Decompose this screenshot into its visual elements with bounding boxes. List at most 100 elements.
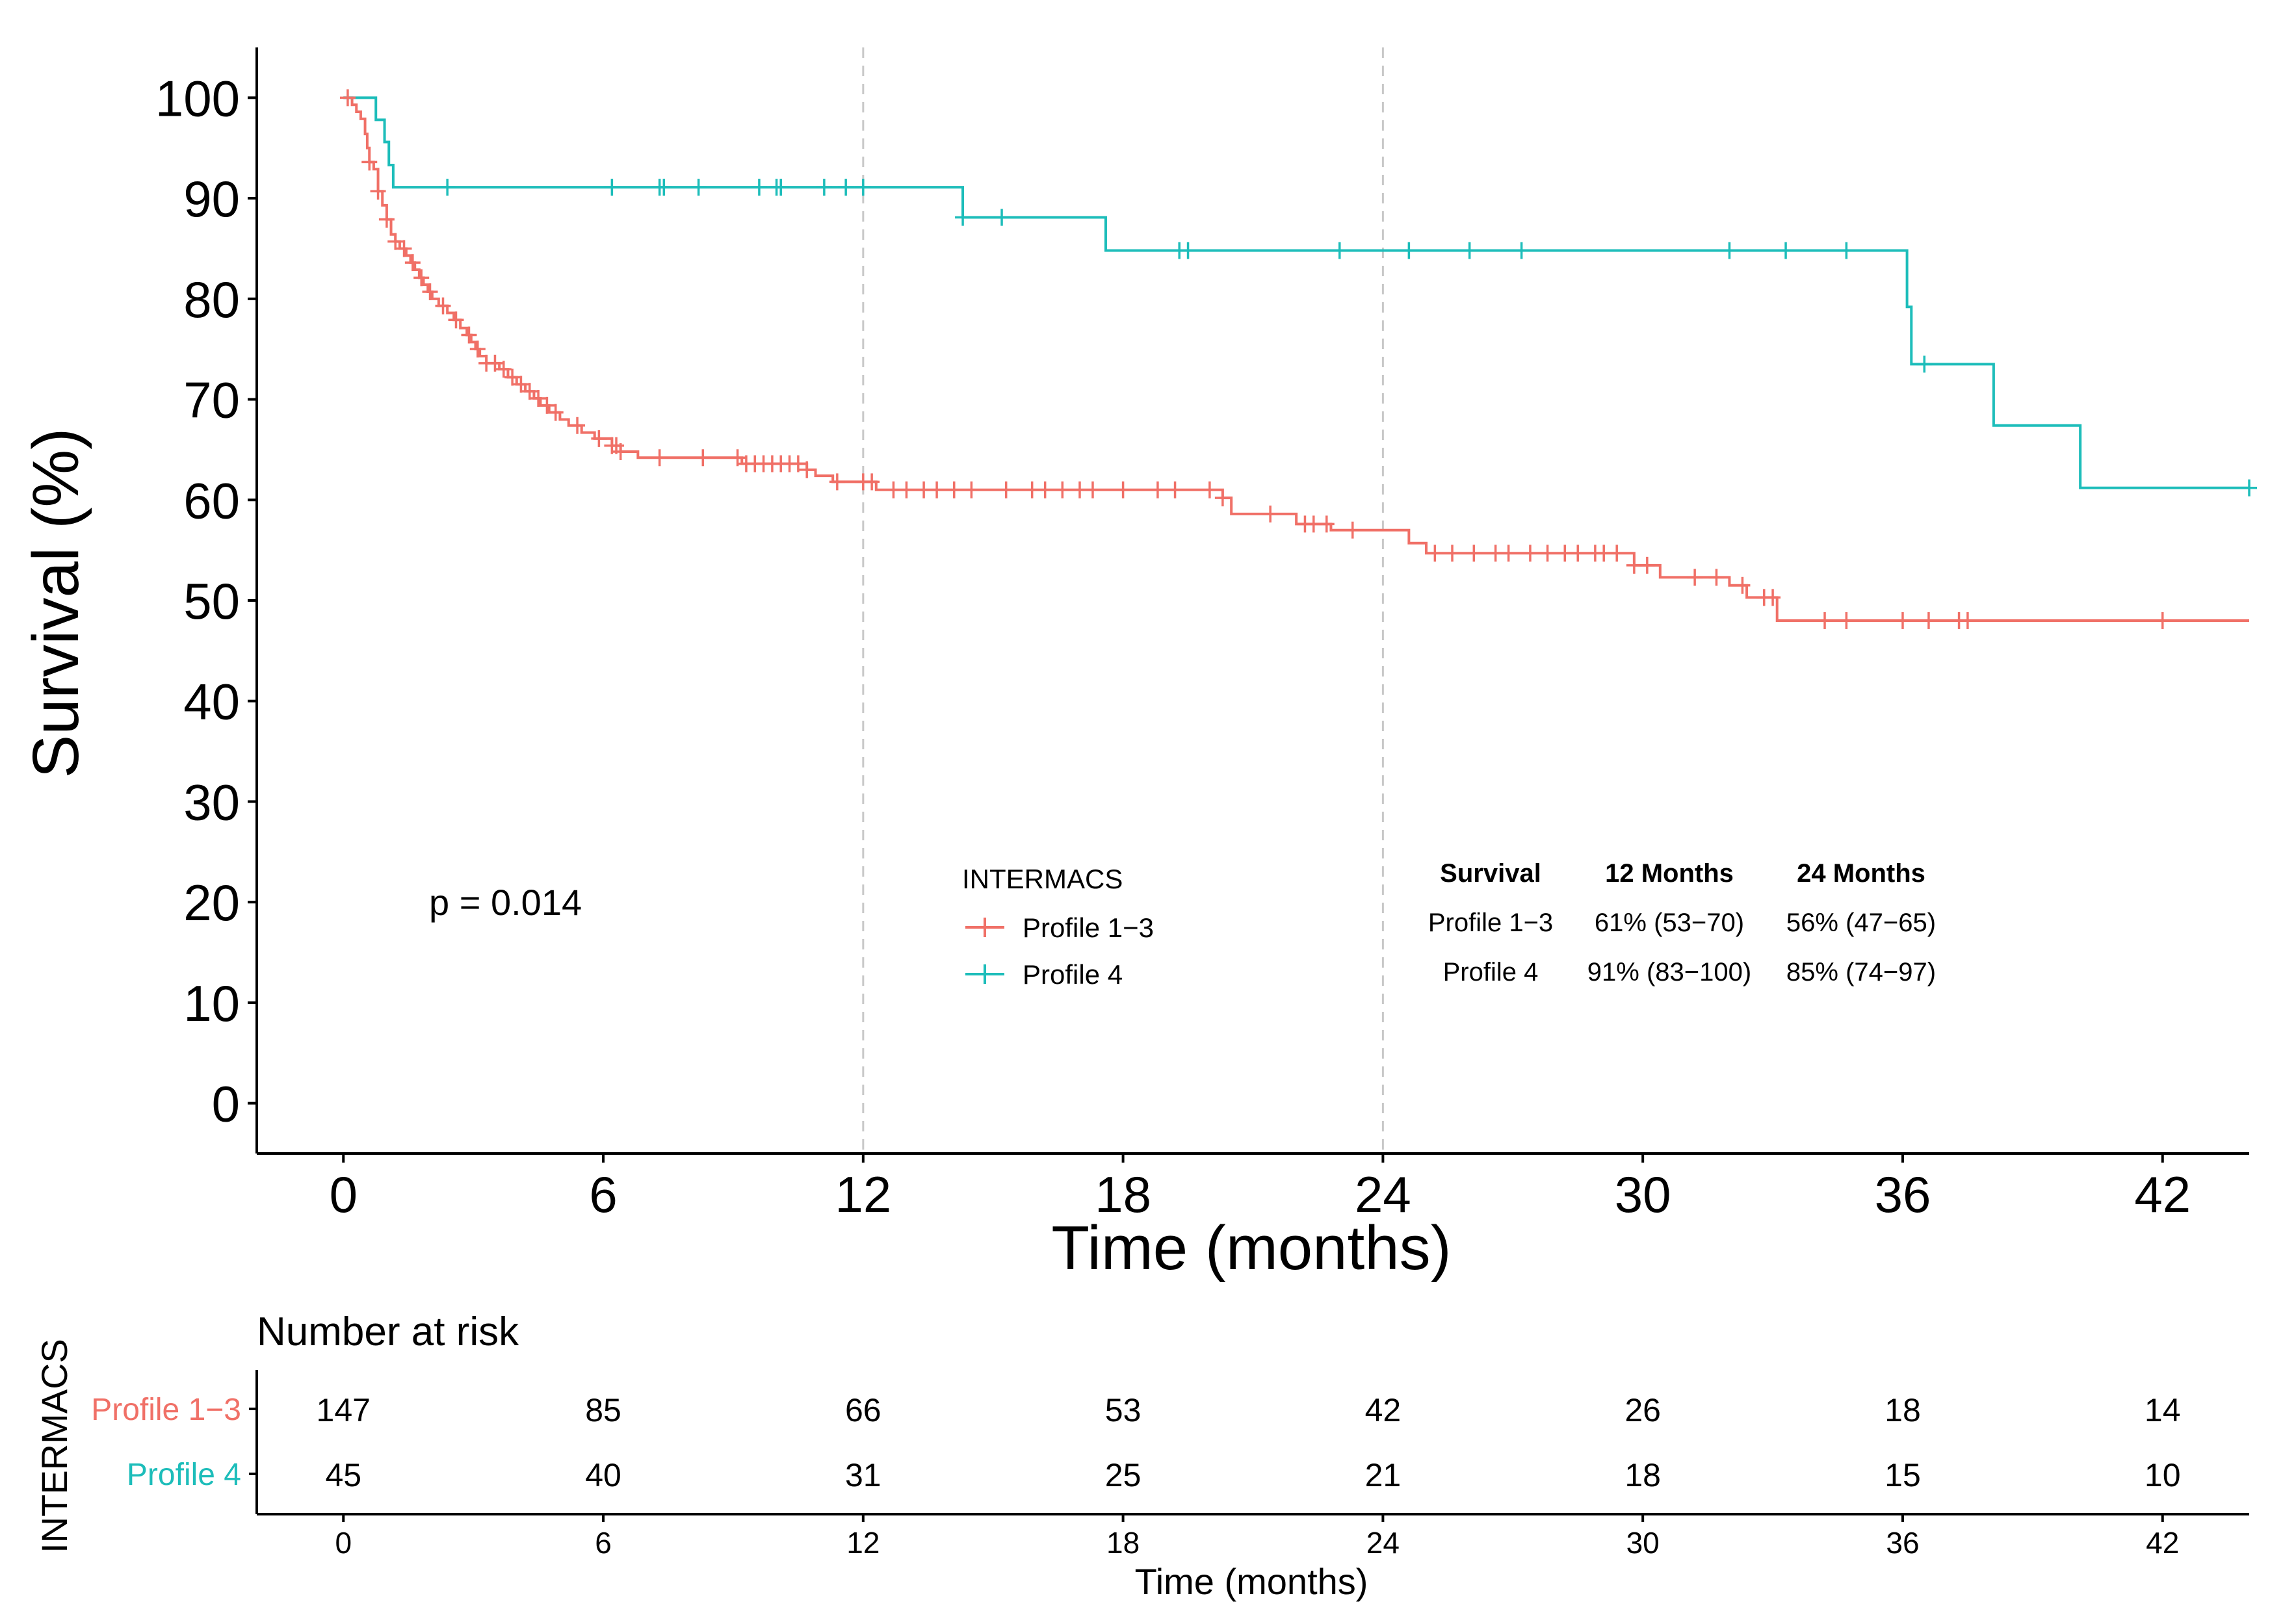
legend-title: INTERMACS xyxy=(962,864,1123,894)
censor-mark-profile-1-3-62 xyxy=(1344,521,1361,539)
censor-mark-profile-1-3-18 xyxy=(521,383,538,400)
risk-count-profile-4-0: 45 xyxy=(325,1457,361,1493)
curve-profile-1-3 xyxy=(343,96,2249,622)
x-tick-label-24: 24 xyxy=(1355,1166,1411,1223)
survival-table-cell-1-1: 91% (83−100) xyxy=(1587,958,1751,986)
x-axis-ticks: 0 6 12 18 24 30 36 42 xyxy=(330,1154,2191,1223)
risk-table-rows: Profile 1−3 147 85 66 53 42 26 18 14 Profile 4 45 4… xyxy=(91,1392,2180,1493)
risk-count-profile-4-6: 40 xyxy=(585,1457,621,1493)
y-tick-label-100: 100 xyxy=(155,70,240,127)
risk-table-xlabel: Time (months) xyxy=(1135,1561,1368,1602)
censor-mark-profile-1-3-44 xyxy=(929,481,945,498)
risk-x-tick-label-36: 36 xyxy=(1886,1526,1919,1560)
x-tick-label-30: 30 xyxy=(1615,1166,1671,1223)
risk-count-profile-1-3-6: 85 xyxy=(585,1392,621,1428)
risk-count-profile-4-36: 15 xyxy=(1885,1457,1921,1493)
y-tick-label-20: 20 xyxy=(183,874,240,931)
censor-mark-profile-1-3-82 xyxy=(1817,612,1833,629)
y-tick-label-40: 40 xyxy=(183,673,240,730)
censor-marks xyxy=(339,89,2257,629)
censor-mark-profile-1-3-1 xyxy=(361,153,378,171)
censor-mark-profile-1-3-50 xyxy=(1054,481,1071,498)
censor-mark-profile-1-3-54 xyxy=(1149,481,1166,498)
censor-mark-profile-1-3-57 xyxy=(1214,489,1231,507)
risk-count-profile-1-3-30: 26 xyxy=(1624,1392,1661,1428)
curve-profile-4 xyxy=(343,96,2249,489)
censor-mark-profile-1-3-15 xyxy=(495,361,512,378)
censor-mark-profile-1-3-55 xyxy=(1167,481,1183,498)
censor-mark-profile-1-3-23 xyxy=(591,430,607,447)
reference-lines xyxy=(862,47,1384,1154)
y-tick-label-0: 0 xyxy=(212,1076,240,1133)
censor-mark-profile-1-3-8 xyxy=(422,283,438,300)
censor-mark-profile-4-19 xyxy=(1721,242,1738,259)
y-tick-label-30: 30 xyxy=(183,773,240,831)
censor-mark-profile-4-23 xyxy=(2241,479,2257,496)
legend: INTERMACS Profile 1−3 Profile 4 xyxy=(962,864,1154,990)
risk-table-axes xyxy=(249,1370,2249,1515)
censor-mark-profile-4-18 xyxy=(1513,242,1530,259)
risk-row-label-profile-1-3: Profile 1−3 xyxy=(91,1393,241,1427)
y-axis-label: Survival (%) xyxy=(20,428,92,779)
censor-mark-profile-1-3-20 xyxy=(539,396,555,414)
censor-mark-profile-1-3-16 xyxy=(504,368,521,386)
legend-label: Profile 4 xyxy=(1023,959,1123,990)
y-tick-label-10: 10 xyxy=(183,975,240,1032)
censor-mark-profile-1-3-28 xyxy=(695,449,711,467)
censor-mark-profile-1-3-7 xyxy=(413,269,430,287)
censor-mark-profile-1-3-14 xyxy=(487,354,503,372)
censor-mark-profile-4-0 xyxy=(439,179,456,196)
censor-mark-profile-1-3-9 xyxy=(435,297,451,315)
risk-x-tick-label-30: 30 xyxy=(1626,1526,1660,1560)
risk-x-tick-label-24: 24 xyxy=(1366,1526,1400,1560)
risk-x-tick-label-18: 18 xyxy=(1106,1526,1140,1560)
censor-mark-profile-1-3-37 xyxy=(799,461,815,478)
survival-table-cell-0-1: 61% (53−70) xyxy=(1595,909,1744,937)
censor-mark-profile-1-3-45 xyxy=(946,481,962,498)
censor-mark-profile-4-21 xyxy=(1838,242,1855,259)
risk-row-label-profile-4: Profile 4 xyxy=(127,1458,241,1492)
censor-mark-profile-1-3-83 xyxy=(1838,612,1855,629)
censor-mark-profile-1-3-17 xyxy=(513,376,529,393)
survival-table-header-2: 24 Months xyxy=(1797,859,1925,888)
censor-mark-profile-1-3-53 xyxy=(1115,481,1131,498)
risk-count-profile-1-3-18: 53 xyxy=(1105,1392,1142,1428)
censor-mark-profile-4-15 xyxy=(1331,242,1348,259)
censor-mark-profile-4-8 xyxy=(816,179,832,196)
censor-mark-profile-1-3-84 xyxy=(1894,612,1911,629)
censor-mark-profile-1-3-76 xyxy=(1639,556,1655,574)
y-tick-label-50: 50 xyxy=(183,573,240,630)
censor-mark-profile-4-1 xyxy=(604,179,620,196)
censor-mark-profile-1-3-71 xyxy=(1570,545,1586,562)
censor-mark-profile-1-3-61 xyxy=(1318,515,1335,533)
censor-mark-profile-1-3-36 xyxy=(790,455,806,472)
risk-x-tick-label-42: 42 xyxy=(2146,1526,2179,1560)
censor-mark-profile-4-22 xyxy=(1916,355,1933,373)
censor-mark-profile-4-4 xyxy=(690,179,707,196)
censor-mark-profile-4-9 xyxy=(838,179,854,196)
censor-mark-profile-1-3-21 xyxy=(547,404,564,421)
censor-mark-profile-1-3-12 xyxy=(469,341,486,358)
censor-mark-profile-1-3-27 xyxy=(651,449,668,467)
censor-mark-profile-1-3-19 xyxy=(530,389,547,407)
censor-mark-profile-1-3-81 xyxy=(1765,589,1781,606)
censor-mark-profile-4-7 xyxy=(773,179,789,196)
censor-mark-profile-1-3-85 xyxy=(1920,612,1937,629)
survival-table-cell-1-2: 85% (74−97) xyxy=(1786,958,1936,986)
censor-mark-profile-1-3-87 xyxy=(1959,612,1976,629)
censor-mark-profile-1-3-77 xyxy=(1687,569,1703,586)
survival-table-header-0: Survival xyxy=(1440,859,1541,888)
survival-table-cell-1-0: Profile 4 xyxy=(1443,958,1539,986)
censor-mark-profile-1-3-10 xyxy=(448,311,464,329)
censor-mark-profile-4-20 xyxy=(1778,242,1794,259)
censor-mark-profile-1-3-56 xyxy=(1201,481,1218,498)
risk-count-profile-4-42: 10 xyxy=(2145,1457,2181,1493)
y-tick-label-60: 60 xyxy=(183,472,240,529)
x-tick-label-36: 36 xyxy=(1875,1166,1931,1223)
censor-mark-profile-1-3-42 xyxy=(898,481,915,498)
censor-mark-profile-1-3-4 xyxy=(387,233,404,250)
survival-summary-table: Survival 12 Months 24 Months Profile 1−3 61%… xyxy=(1428,859,1936,986)
x-tick-label-12: 12 xyxy=(835,1166,891,1223)
x-tick-label-42: 42 xyxy=(2134,1166,2191,1223)
censor-mark-profile-4-17 xyxy=(1461,242,1478,259)
